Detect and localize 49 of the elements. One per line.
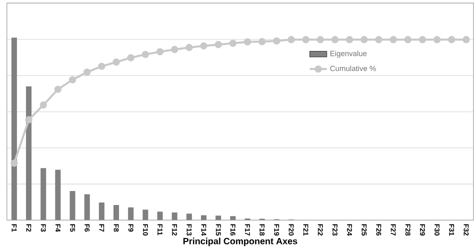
point	[375, 36, 382, 44]
point	[156, 48, 164, 56]
bar	[230, 216, 236, 220]
point	[229, 39, 237, 47]
point	[68, 76, 76, 84]
bar	[70, 190, 76, 220]
point	[170, 46, 178, 53]
bar	[55, 170, 61, 220]
point	[214, 40, 222, 48]
point	[127, 54, 134, 62]
bar	[11, 37, 17, 220]
point	[40, 101, 47, 108]
bar	[200, 215, 207, 220]
point	[273, 37, 280, 44]
bar	[113, 204, 120, 220]
point	[418, 36, 426, 44]
point	[302, 36, 310, 44]
bar	[172, 212, 178, 220]
bar	[128, 207, 134, 220]
bar	[157, 211, 163, 220]
point	[54, 85, 62, 93]
bar	[186, 213, 192, 220]
bar	[26, 86, 32, 220]
bar	[216, 215, 222, 220]
bar	[40, 168, 46, 220]
point	[346, 36, 354, 44]
point	[258, 38, 266, 46]
point	[112, 58, 120, 66]
point	[433, 36, 441, 44]
point	[316, 36, 324, 44]
point	[83, 68, 91, 76]
point	[462, 36, 470, 44]
point	[25, 116, 32, 124]
point	[244, 38, 252, 46]
point	[360, 36, 368, 44]
bar	[98, 202, 104, 220]
point	[98, 62, 106, 70]
point	[448, 36, 456, 44]
point	[288, 36, 295, 44]
point	[390, 36, 397, 44]
point	[331, 36, 339, 44]
point	[186, 44, 193, 51]
x-axis-title: Principal Component Axes	[183, 237, 298, 246]
point	[404, 36, 412, 44]
point	[200, 42, 208, 50]
bar	[84, 194, 90, 220]
point	[10, 159, 18, 167]
bar	[142, 209, 148, 220]
point	[142, 50, 150, 58]
